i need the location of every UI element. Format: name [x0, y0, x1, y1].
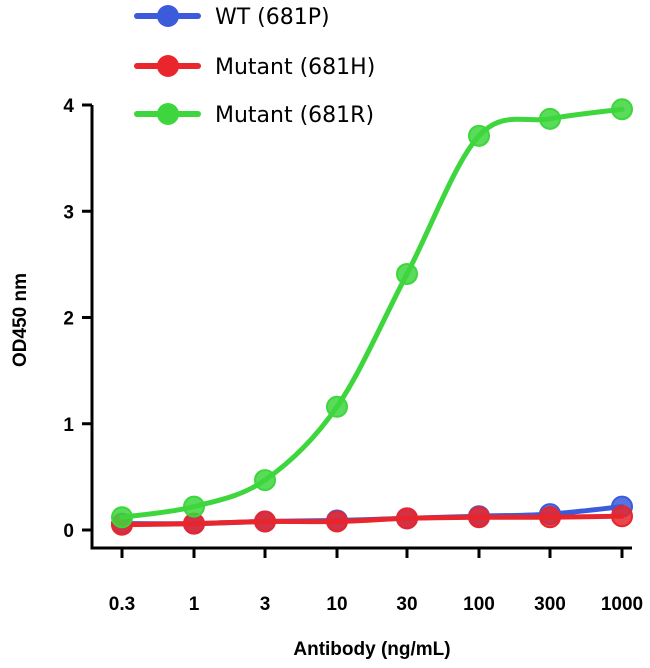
x-tick-label: 3: [260, 594, 271, 615]
y-tick-label: 0: [63, 521, 74, 542]
legend-label: WT (681P): [215, 5, 330, 30]
series-3: [111, 98, 633, 529]
axes: [82, 103, 632, 558]
legend-marker: [157, 55, 179, 77]
legend-item: WT (681P): [134, 5, 330, 30]
x-tick-label: 300: [534, 594, 566, 615]
data-point: [539, 107, 561, 130]
data-point: [611, 505, 633, 528]
data-point: [254, 469, 276, 492]
data-point: [326, 395, 348, 418]
y-tick-label: 4: [63, 96, 74, 117]
legend-label: Mutant (681H): [215, 55, 375, 80]
legend-marker: [157, 103, 179, 125]
x-axis-title: Antibody (ng/mL): [293, 639, 450, 660]
data-point: [611, 98, 633, 121]
legend-marker: [157, 5, 179, 27]
x-tick-label: 0.3: [109, 594, 135, 615]
data-point: [396, 262, 418, 285]
x-tick-label: 1000: [601, 594, 643, 615]
legend-item: Mutant (681H): [134, 55, 375, 80]
data-point: [468, 506, 490, 529]
series-line: [119, 106, 625, 520]
y-tick-label: 3: [63, 202, 74, 223]
legend: WT (681P) Mutant (681H) Mutant (681R): [134, 5, 375, 128]
data-point: [111, 506, 133, 529]
data-point: [396, 507, 418, 530]
legend-label: Mutant (681R): [215, 103, 374, 128]
x-tick-label: 30: [396, 594, 417, 615]
data-point: [468, 124, 490, 147]
series-layer: [111, 98, 633, 536]
x-tick-label: 1: [189, 594, 200, 615]
data-point: [254, 510, 276, 533]
y-axis-title: OD450 nm: [10, 273, 31, 367]
y-tick-label: 1: [63, 415, 74, 436]
x-tick-label: 100: [463, 594, 495, 615]
tick-labels: 0 1 2 3 4 0.3 1 3 10 30 100 300 1000: [63, 96, 643, 615]
data-point: [183, 495, 205, 518]
data-point: [539, 506, 561, 529]
y-tick-label: 2: [63, 309, 74, 330]
x-tick-label: 10: [326, 594, 347, 615]
legend-item: Mutant (681R): [134, 103, 374, 128]
data-point: [326, 510, 348, 533]
